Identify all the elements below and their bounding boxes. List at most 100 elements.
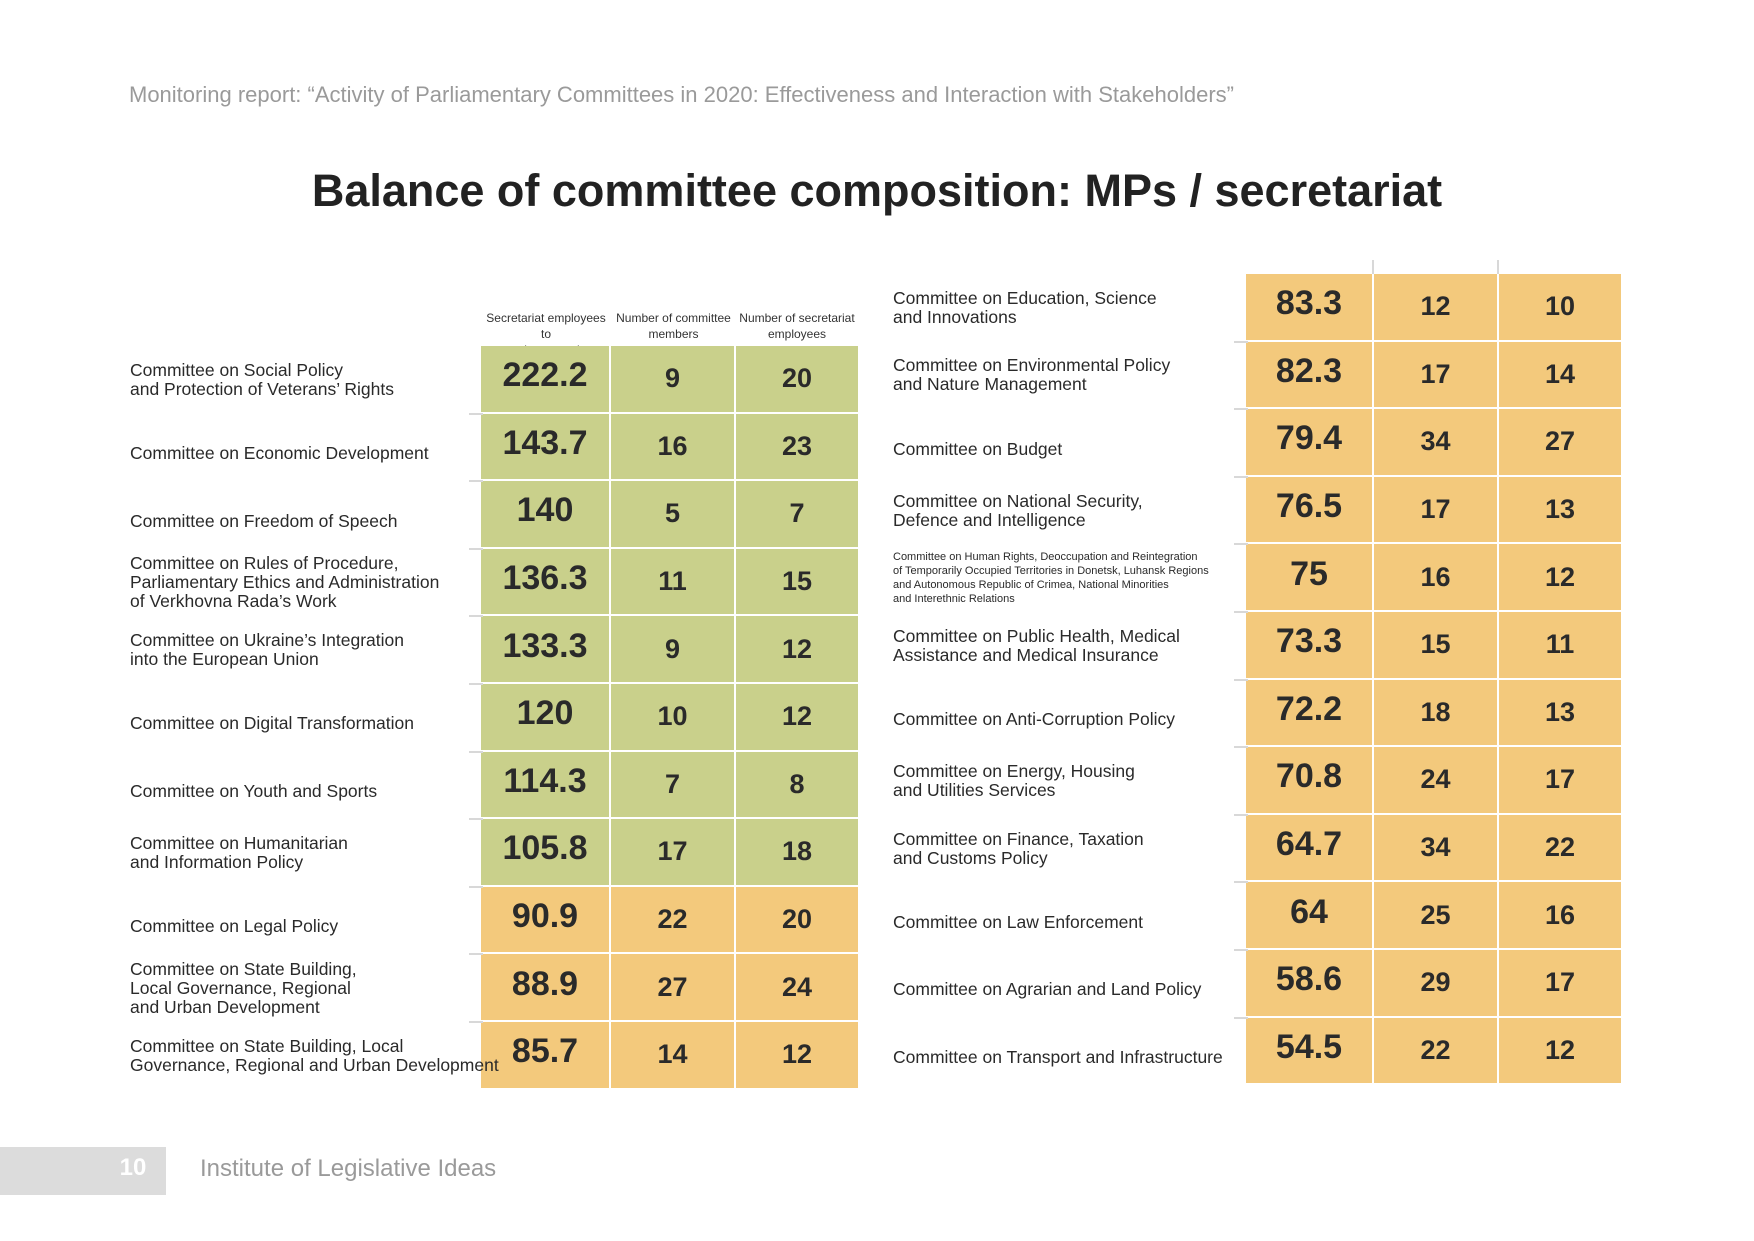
right-row-label: Committee on Budget — [893, 438, 1063, 459]
right-row-label-line: Committee on Education, Science — [893, 287, 1157, 308]
right-row-label-line: Committee on Energy, Housing — [893, 761, 1135, 781]
row-separator-tick — [469, 1021, 483, 1023]
right-cell-ratio: 58.6 — [1246, 950, 1372, 1016]
left-row-label: Committee on Digital Transformation — [130, 714, 414, 733]
left-row-label-line: Committee on Ukraine’s Integration — [130, 630, 404, 651]
left-cell-employees: 8 — [736, 751, 858, 818]
right-row-label-line: Committee on Public Health, Medical — [893, 625, 1180, 646]
right-row-label-line: Committee on Budget — [893, 438, 1063, 459]
row-separator-tick — [1234, 1016, 1248, 1019]
right-cell-ratio: 73.3 — [1246, 612, 1372, 678]
right-row-label-line: of Temporarily Occupied Territories in D… — [893, 565, 1209, 578]
left-row-label: Committee on State Building, Local Govern… — [130, 1035, 499, 1075]
left-cell-members: 16 — [611, 413, 734, 480]
left-cell-ratio: 85.7 — [481, 1022, 609, 1088]
left-cell-ratio: 143.7 — [481, 413, 609, 480]
left-cell-employees: 24 — [736, 954, 858, 1020]
left-row-label: Committee on State Building, Local Govern… — [130, 959, 357, 1017]
left-cell-members: 14 — [611, 1022, 734, 1088]
column-header-line: members — [648, 327, 699, 341]
left-cell-members: 27 — [611, 954, 734, 1020]
row-separator-tick — [469, 953, 483, 956]
left-row-label: Committee on Freedom of Speech — [130, 511, 398, 531]
right-row-label-line: and Utilities Services — [893, 780, 1056, 800]
right-cell-members: 12 — [1374, 274, 1497, 340]
left-row-label: Committee on Economic Development — [130, 443, 429, 463]
right-cell-members: 22 — [1374, 1017, 1497, 1084]
left-row-label: Committee on Rules of Procedure, Parliame… — [130, 554, 439, 611]
left-cell-employees: 12 — [736, 616, 858, 682]
page-number: 10 — [119, 1154, 147, 1181]
right-cell-ratio: 54.5 — [1246, 1017, 1372, 1084]
left-cell-employees: 12 — [736, 1022, 858, 1088]
page-title: Balance of committee composition: MPs / … — [311, 165, 1443, 216]
left-cell-ratio: 88.9 — [481, 954, 609, 1020]
right-row-label: Committee on Environmental Policy and Nat… — [893, 356, 1170, 394]
left-row-label-line: Committee on Rules of Procedure, — [130, 553, 399, 574]
left-row-label-line: and Information Policy — [130, 852, 304, 872]
row-separator-tick — [469, 412, 483, 415]
left-row-label-line: Parliamentary Ethics and Administration — [130, 572, 440, 593]
right-row-label: Committee on Agrarian and Land Policy — [893, 980, 1201, 999]
left-row-label: Committee on Social Policy and Protection… — [130, 360, 394, 399]
right-cell-employees: 13 — [1499, 476, 1621, 543]
left-cell-ratio: 114.3 — [481, 751, 609, 818]
left-cell-members: 22 — [611, 886, 734, 953]
right-row-label-line: and Innovations — [893, 306, 1017, 327]
left-cell-ratio: 136.3 — [481, 548, 609, 615]
right-row-label: Committee on Public Health, Medical Assis… — [893, 625, 1180, 665]
left-row-label-line: Local Governance, Regional — [130, 977, 351, 998]
right-cell-employees: 10 — [1499, 274, 1621, 340]
right-row-label: Committee on Anti-Corruption Policy — [893, 709, 1175, 729]
left-row-label-line: Committee on State Building, Local — [130, 1035, 404, 1056]
left-row-label: Committee on Humanitarian and Information… — [130, 834, 348, 872]
right-cell-members: 34 — [1374, 409, 1497, 475]
left-cell-ratio: 120 — [481, 684, 609, 750]
left-cell-employees: 18 — [736, 819, 858, 885]
left-cell-employees: 20 — [736, 346, 858, 412]
right-row-label-line: and Customs Policy — [893, 847, 1048, 868]
right-cell-employees: 12 — [1499, 544, 1621, 610]
left-cell-members: 5 — [611, 481, 734, 547]
right-cell-ratio: 72.2 — [1246, 679, 1372, 746]
right-cell-ratio: 75 — [1246, 544, 1372, 610]
row-separator-tick — [1234, 678, 1248, 681]
left-row-label: Committee on Ukraine’s Integration into t… — [130, 631, 404, 669]
right-cell-ratio: 64 — [1246, 882, 1372, 948]
right-row-label-line: Defence and Intelligence — [893, 509, 1086, 530]
right-row-label: Committee on Finance, Taxation and Custom… — [893, 829, 1144, 868]
right-row-label-line: Committee on Law Enforcement — [893, 911, 1143, 932]
right-cell-ratio: 76.5 — [1246, 476, 1372, 543]
left-cell-employees: 15 — [736, 548, 858, 615]
right-row-label-line: Committee on National Security, — [893, 490, 1143, 511]
left-cell-employees: 12 — [736, 684, 858, 750]
column-header-line: Secretariat employees to — [486, 311, 606, 341]
row-separator-tick — [469, 818, 483, 821]
right-cell-employees: 17 — [1499, 950, 1621, 1016]
row-separator-tick — [469, 615, 483, 618]
left-row-label-line: Committee on Legal Policy — [130, 916, 339, 937]
left-row-label-line: Committee on Digital Transformation — [130, 713, 414, 734]
right-row-label: Committee on Transport and Infrastructur… — [893, 1047, 1223, 1067]
right-row-label: Committee on National Security, Defence a… — [893, 490, 1143, 530]
right-row-label-line: Committee on Human Rights, Deoccupation … — [893, 551, 1198, 564]
right-row-label: Committee on Education, Science and Innov… — [893, 287, 1157, 327]
right-cell-members: 17 — [1374, 341, 1497, 408]
page-number-box — [0, 1147, 166, 1195]
right-cell-employees: 14 — [1499, 341, 1621, 408]
right-cell-members: 17 — [1374, 476, 1497, 543]
left-cell-members: 10 — [611, 684, 734, 750]
right-cell-employees: 27 — [1499, 409, 1621, 475]
right-row-label: Committee on Human Rights, Deoccupation … — [893, 550, 1209, 606]
right-cell-ratio: 79.4 — [1246, 409, 1372, 475]
left-cell-ratio: 140 — [481, 481, 609, 547]
column-header-line: employees — [767, 327, 827, 341]
report-header: Monitoring report: “Activity of Parliame… — [129, 82, 1234, 107]
right-cell-employees: 13 — [1499, 679, 1621, 746]
right-cell-members: 15 — [1374, 612, 1497, 678]
right-cell-members: 34 — [1374, 814, 1497, 881]
left-cell-members: 11 — [611, 548, 734, 615]
row-separator-tick — [469, 750, 483, 753]
right-cell-members: 29 — [1374, 950, 1497, 1016]
right-cell-ratio: 82.3 — [1246, 341, 1372, 408]
